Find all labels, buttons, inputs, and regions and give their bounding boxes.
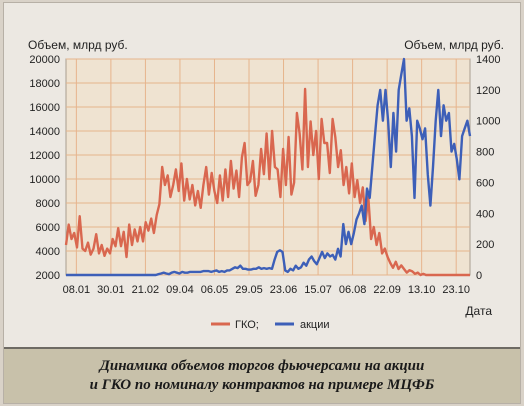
legend: ГКО; акции <box>211 319 330 331</box>
right-tick-label: 800 <box>476 147 494 159</box>
series-line-gko <box>64 87 470 277</box>
x-tick-label: 09.04 <box>166 284 194 296</box>
left-tick-label: 8000 <box>36 198 60 210</box>
x-tick-label: 22.09 <box>373 284 401 296</box>
right-tick-label: 400 <box>476 208 494 220</box>
left-tick-label: 16000 <box>29 102 60 114</box>
legend-label-gko: ГКО; <box>235 319 259 331</box>
series-line-stocks <box>66 57 472 277</box>
left-tick-label: 4000 <box>36 246 60 258</box>
right-tick-label: 0 <box>476 270 482 282</box>
caption-box: Динамика объемов торгов фьючерсами на ак… <box>4 347 520 403</box>
left-tick-label: 18000 <box>29 78 60 90</box>
left-tick-label: 2000 <box>36 270 60 282</box>
x-tick-label: 08.01 <box>63 284 91 296</box>
left-tick-label: 6000 <box>36 222 60 234</box>
x-axis-title: Дата <box>465 304 492 318</box>
chart-svg: 2000400060008000100001200014000160001800… <box>28 38 504 331</box>
x-tick-label: 06.05 <box>201 284 229 296</box>
x-tick-label: 23.06 <box>270 284 298 296</box>
x-tick-label: 21.02 <box>132 284 160 296</box>
left-tick-label: 12000 <box>29 150 60 162</box>
x-tick-label: 06.08 <box>339 284 367 296</box>
legend-label-stocks: акции <box>300 319 330 331</box>
right-axis-title: Объем, млрд руб. <box>404 38 504 52</box>
right-tick-label: 600 <box>476 177 494 189</box>
caption-text: Динамика объемов торгов фьючерсами на ак… <box>89 358 435 393</box>
series-layer <box>64 57 472 277</box>
right-tick-label: 1200 <box>476 85 500 97</box>
x-tick-label: 23.10 <box>442 284 470 296</box>
x-tick-label: 15.07 <box>304 284 332 296</box>
x-tick-label: 29.05 <box>235 284 263 296</box>
right-tick-label: 1400 <box>476 54 500 66</box>
x-tick-label: 13.10 <box>408 284 436 296</box>
left-axis-title: Объем, млрд руб. <box>28 38 128 52</box>
right-tick-label: 1000 <box>476 116 500 128</box>
left-tick-label: 20000 <box>29 54 60 66</box>
left-tick-label: 10000 <box>29 174 60 186</box>
left-tick-label: 14000 <box>29 126 60 138</box>
x-tick-label: 30.01 <box>97 284 125 296</box>
tick-labels: 2000400060008000100001200014000160001800… <box>29 54 500 296</box>
chart-figure: 2000 4000 6000 8000 10000 12000 14000 16000 1800… <box>3 2 521 404</box>
right-tick-label: 200 <box>476 239 494 251</box>
